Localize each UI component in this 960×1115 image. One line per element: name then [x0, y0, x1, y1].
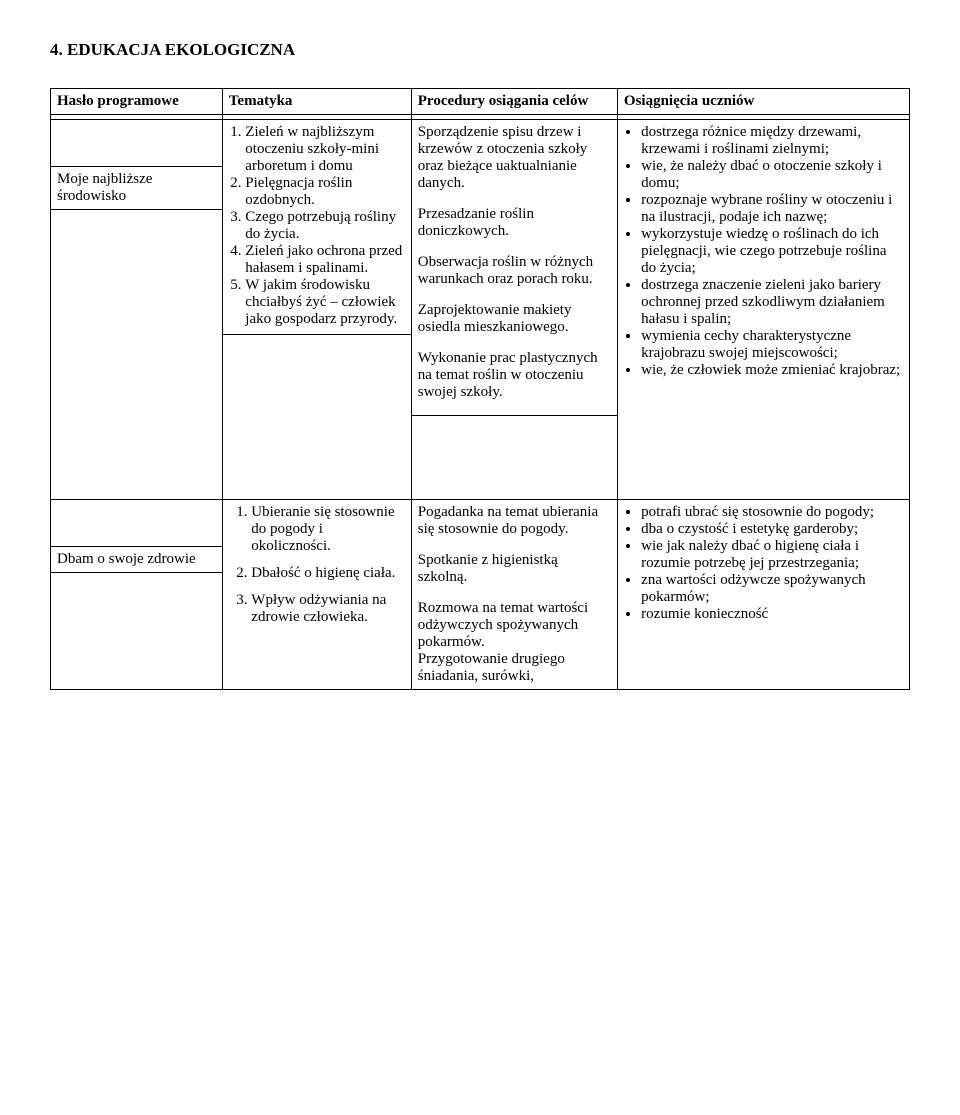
header-col2: Tematyka: [222, 89, 411, 115]
cell-tematyka: Ubieranie się stosownie do pogody i okol…: [222, 500, 411, 690]
cell-haslo: Dbam o swoje zdrowie: [51, 500, 223, 690]
cell-haslo: Moje najbliższe środowisko: [51, 120, 223, 500]
procedure-text: Przygotowanie drugiego śniadania, surówk…: [418, 651, 611, 685]
list-item: Zieleń w najbliższym otoczeniu szkoły-mi…: [245, 124, 404, 175]
table-row: Moje najbliższe środowisko Zieleń w najb…: [51, 120, 910, 500]
procedure-text: Pogadanka na temat ubierania się stosown…: [418, 504, 611, 538]
list-item: Ubieranie się stosownie do pogody i okol…: [251, 504, 404, 555]
list-item: wie, że człowiek może zmieniać krajobraz…: [641, 362, 903, 379]
header-col3: Procedury osiągania celów: [411, 89, 617, 115]
procedure-text: Sporządzenie spisu drzew i krzewów z oto…: [418, 124, 611, 192]
list-item: wymienia cechy charakterystyczne krajobr…: [641, 328, 903, 362]
list-item: Pielęgnacja roślin ozdobnych.: [245, 175, 404, 209]
procedure-text: Spotkanie z higienistką szkolną.: [418, 552, 611, 586]
list-item: Czego potrzebują rośliny do życia.: [245, 209, 404, 243]
header-col1: Hasło programowe: [51, 89, 223, 115]
table-row: Dbam o swoje zdrowie Ubieranie się stoso…: [51, 500, 910, 690]
list-item: dba o czystość i estetykę garderoby;: [641, 521, 903, 538]
header-col4: Osiągnięcia uczniów: [617, 89, 909, 115]
cell-procedury: Sporządzenie spisu drzew i krzewów z oto…: [411, 120, 617, 500]
list-item: dostrzega znaczenie zieleni jako bariery…: [641, 277, 903, 328]
table-header-row: Hasło programowe Tematyka Procedury osią…: [51, 89, 910, 115]
list-item: wie, że należy dbać o otoczenie szkoły i…: [641, 158, 903, 192]
curriculum-table: Hasło programowe Tematyka Procedury osią…: [50, 88, 910, 690]
list-item: zna wartości odżywcze spożywanych pokarm…: [641, 572, 903, 606]
procedure-text: Wykonanie prac plastycznych na temat roś…: [418, 350, 611, 401]
procedure-text: Obserwacja roślin w różnych warunkach or…: [418, 254, 611, 288]
procedure-text: Przesadzanie roślin doniczkowych.: [418, 206, 611, 240]
procedure-text: Zaprojektowanie makiety osiedla mieszkan…: [418, 302, 611, 336]
list-item: wykorzystuje wiedzę o roślinach do ich p…: [641, 226, 903, 277]
list-item: dostrzega różnice między drzewami, krzew…: [641, 124, 903, 158]
list-item: rozumie konieczność: [641, 606, 903, 623]
haslo-text: Dbam o swoje zdrowie: [51, 546, 222, 572]
cell-osiagniecia: potrafi ubrać się stosownie do pogody; d…: [617, 500, 909, 690]
list-item: Dbałość o higienę ciała.: [251, 565, 404, 582]
procedure-text: Rozmowa na temat wartości odżywczych spo…: [418, 600, 611, 651]
cell-tematyka: Zieleń w najbliższym otoczeniu szkoły-mi…: [222, 120, 411, 500]
list-item: Zieleń jako ochrona przed hałasem i spal…: [245, 243, 404, 277]
list-item: Wpływ odżywiania na zdrowie człowieka.: [251, 592, 404, 626]
haslo-text: Moje najbliższe środowisko: [51, 166, 222, 209]
list-item: rozpoznaje wybrane rośliny w otoczeniu i…: [641, 192, 903, 226]
list-item: wie jak należy dbać o higienę ciała i ro…: [641, 538, 903, 572]
cell-procedury: Pogadanka na temat ubierania się stosown…: [411, 500, 617, 690]
list-item: potrafi ubrać się stosownie do pogody;: [641, 504, 903, 521]
cell-osiagniecia: dostrzega różnice między drzewami, krzew…: [617, 120, 909, 500]
page-title: 4. EDUKACJA EKOLOGICZNA: [50, 40, 910, 60]
list-item: W jakim środowisku chciałbyś żyć – człow…: [245, 277, 404, 328]
